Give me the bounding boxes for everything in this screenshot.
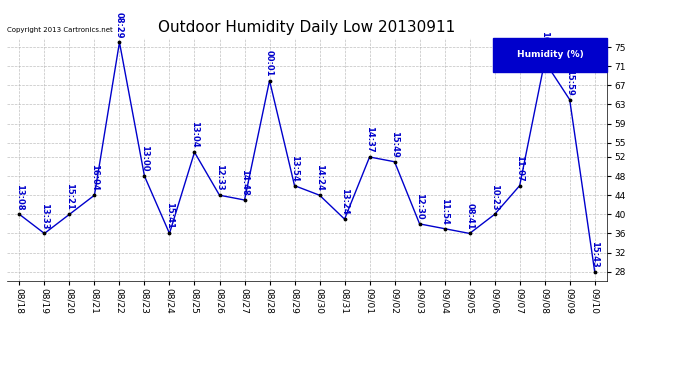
Text: 10:23: 10:23	[490, 183, 499, 210]
Text: 13:04: 13:04	[190, 122, 199, 148]
Text: 15:43: 15:43	[590, 241, 599, 267]
Text: 00:01: 00:01	[265, 50, 274, 76]
Text: 08:29: 08:29	[115, 12, 124, 38]
Text: Humidity (%): Humidity (%)	[517, 50, 584, 59]
Text: 15:21: 15:21	[65, 183, 74, 210]
Text: 13:54: 13:54	[290, 155, 299, 182]
Text: 14:48: 14:48	[240, 169, 249, 196]
Text: 11:54: 11:54	[440, 198, 449, 225]
Text: 13:24: 13:24	[340, 188, 349, 215]
Text: 15:41: 15:41	[165, 202, 174, 229]
Text: 14:37: 14:37	[365, 126, 374, 153]
Text: 15:59: 15:59	[565, 69, 574, 96]
Text: 08:41: 08:41	[465, 202, 474, 229]
Text: 11:07: 11:07	[515, 155, 524, 182]
Text: 16:04: 16:04	[90, 164, 99, 191]
Text: 16:00: 16:00	[540, 31, 549, 57]
FancyBboxPatch shape	[493, 38, 607, 72]
Text: 12:33: 12:33	[215, 164, 224, 191]
Title: Outdoor Humidity Daily Low 20130911: Outdoor Humidity Daily Low 20130911	[159, 20, 455, 35]
Text: 13:08: 13:08	[15, 184, 24, 210]
Text: 15:49: 15:49	[390, 131, 399, 158]
Text: 13:33: 13:33	[40, 203, 49, 229]
Text: 14:24: 14:24	[315, 164, 324, 191]
Text: 12:30: 12:30	[415, 193, 424, 220]
Text: Copyright 2013 Cartronics.net: Copyright 2013 Cartronics.net	[7, 27, 112, 33]
Text: 13:00: 13:00	[140, 146, 149, 172]
